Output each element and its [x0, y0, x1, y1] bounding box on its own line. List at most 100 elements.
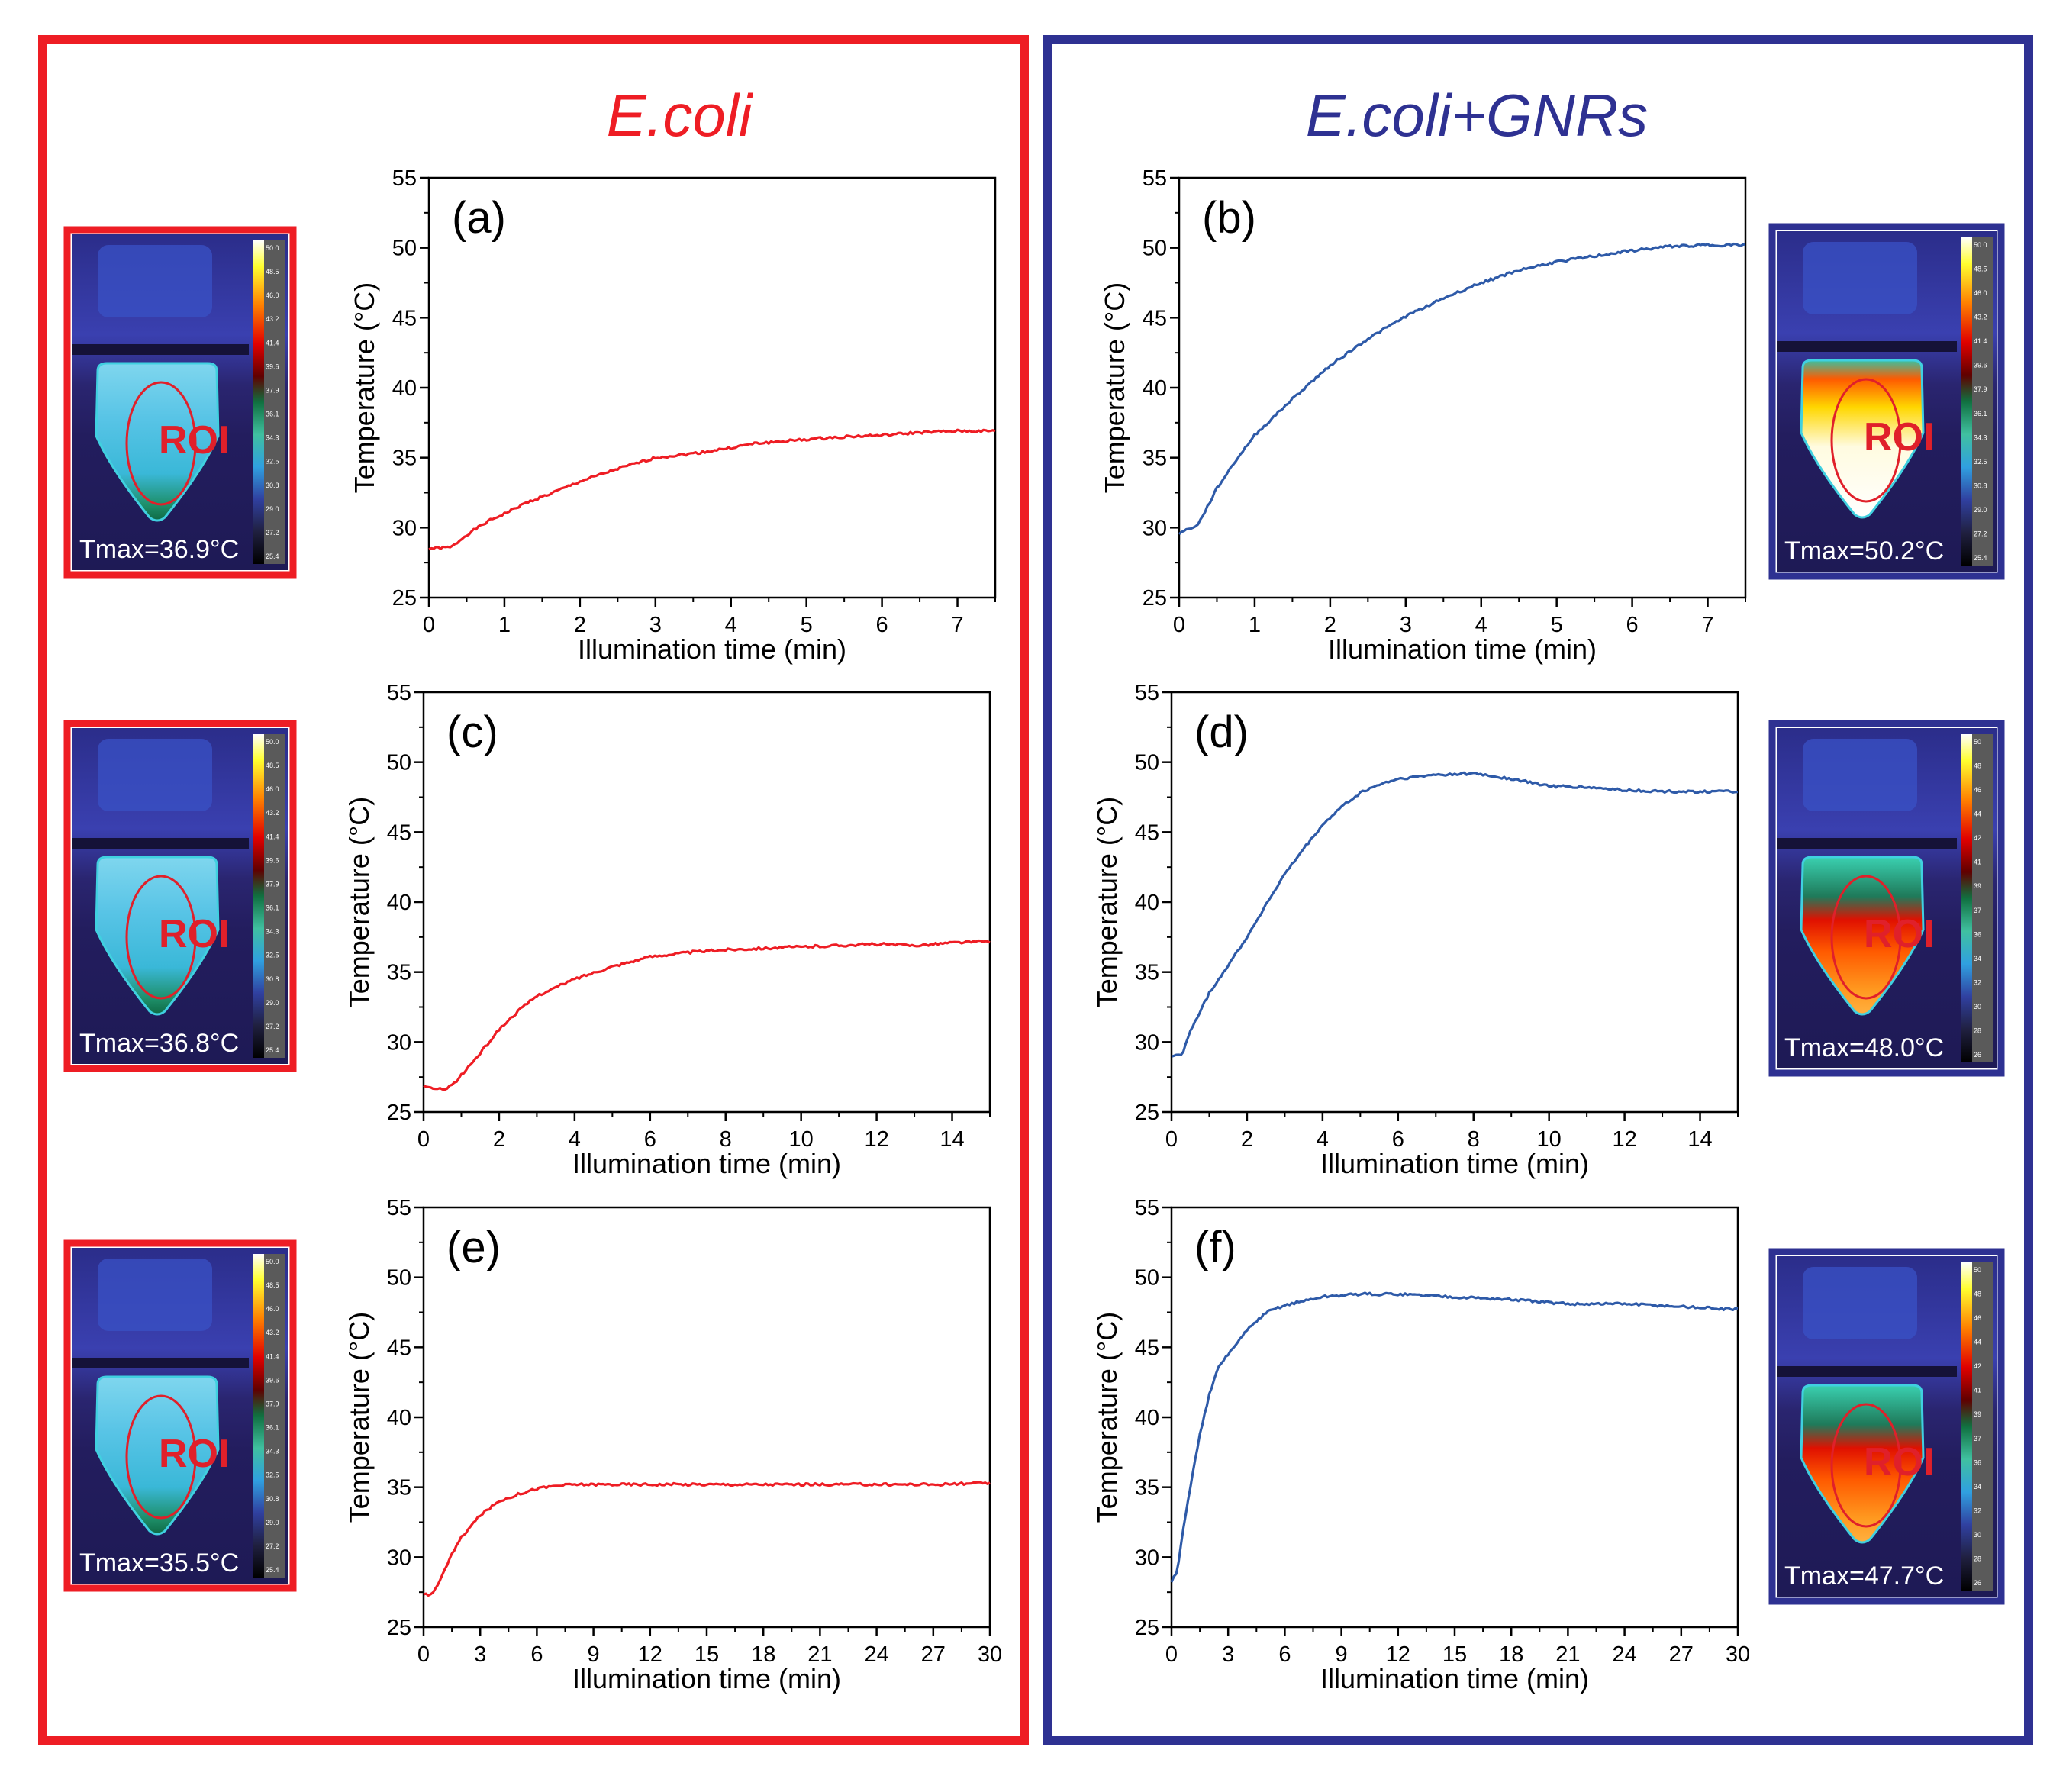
roi-ellipse — [1830, 1403, 1902, 1528]
colorbar-tick-label: 43.2 — [266, 1329, 279, 1336]
colorbar-tick-label: 34.3 — [266, 1448, 279, 1455]
x-tick-label: 27 — [1669, 1642, 1694, 1667]
top-holder-shape — [98, 245, 212, 317]
colorbar-tick-label: 32.5 — [266, 458, 279, 466]
colorbar-tick-label: 36.1 — [266, 1424, 279, 1432]
colorbar-tick-label: 46.0 — [1974, 289, 1987, 297]
ecoli-gnrs-title: E.coli+GNRs — [1306, 82, 1649, 149]
tmax-label: Tmax=47.7°C — [1784, 1562, 1944, 1591]
colorbar-tick-label: 46 — [1974, 786, 1981, 794]
y-tick-label: 50 — [1143, 237, 1167, 261]
plot-frame — [1178, 176, 1747, 599]
x-tick-label: 6 — [1278, 1642, 1291, 1667]
colorbar-tick-label: 30.8 — [266, 482, 279, 489]
y-tick-label: 30 — [387, 1030, 411, 1055]
y-tick-label: 45 — [392, 306, 417, 330]
x-tick-label: 18 — [751, 1642, 775, 1667]
image-frame — [1768, 223, 2005, 580]
y-axis-label: Temperature (°C) — [349, 282, 380, 493]
top-holder-shape — [98, 1259, 212, 1331]
image-frame — [63, 720, 297, 1072]
colorbar-tick-label: 39.6 — [266, 1376, 279, 1384]
x-tick-label: 6 — [1392, 1127, 1404, 1152]
colorbar-tick-label: 30 — [1974, 1531, 1981, 1539]
x-tick-label: 4 — [1475, 613, 1487, 637]
y-tick-label: 55 — [387, 1196, 411, 1220]
colorbar-tick-label: 34.3 — [266, 434, 279, 442]
series-line — [428, 428, 996, 551]
x-tick-label: 4 — [1317, 1127, 1329, 1152]
chart-c: 25 30 35 40 45 50 55 0 2 4 6 8 10 12 14 Illumination ti… — [343, 681, 991, 1179]
y-axis-label: Temperature (°C) — [1099, 282, 1130, 493]
roi-ellipse — [1830, 378, 1902, 503]
y-tick-label: 25 — [392, 586, 417, 611]
x-tick-label: 0 — [1173, 613, 1185, 637]
thermal-image-c: ROI 50.0 48.5 46.0 43.2 41.4 39.6 37.9 36.1 34.3 3… — [63, 720, 297, 1072]
panel-label: (a) — [452, 193, 506, 243]
y-tick-label: 30 — [1135, 1545, 1159, 1570]
colorbar-tick-label: 32.5 — [266, 1471, 279, 1479]
plot-frame — [422, 1206, 991, 1629]
top-holder-shape — [1803, 242, 1917, 314]
roi-ellipse — [125, 381, 197, 506]
colorbar-tick-label: 36.1 — [266, 411, 279, 418]
colorbar-tick-label: 36.1 — [1974, 410, 1987, 417]
plot-frame — [427, 176, 997, 599]
x-tick-label: 6 — [876, 613, 888, 637]
y-tick-label: 45 — [1135, 1336, 1159, 1360]
colorbar-tick-label: 37.9 — [1974, 385, 1987, 393]
y-tick-label: 50 — [387, 751, 411, 775]
colorbar-tick-label: 28 — [1974, 1027, 1981, 1034]
y-tick-label: 25 — [387, 1101, 411, 1125]
x-tick-label: 30 — [1726, 1642, 1750, 1667]
colorbar-tick-label: 27.2 — [266, 529, 279, 537]
roi-label: ROI — [159, 418, 229, 463]
colorbar-tick-label: 39 — [1974, 882, 1981, 890]
colorbar-tick-label: 32 — [1974, 1507, 1981, 1514]
chart-f: 25 30 35 40 45 50 55 0 3 6 9 12 15 18 21 24 27 30 Illumina… — [1091, 1196, 1750, 1694]
colorbar-tick-label: 48.5 — [266, 762, 279, 769]
roi-ellipse — [1830, 875, 1902, 1000]
colorbar-tick-label: 43.2 — [266, 809, 279, 817]
x-tick-label: 10 — [1537, 1127, 1562, 1152]
colorbar-tick-label: 29.0 — [266, 1519, 279, 1526]
x-tick-label: 14 — [940, 1127, 964, 1152]
colorbar-tick-label: 25.4 — [266, 1566, 279, 1574]
x-tick-label: 24 — [864, 1642, 888, 1667]
y-tick-label: 55 — [1143, 166, 1167, 191]
x-tick-label: 12 — [1612, 1127, 1636, 1152]
x-tick-label: 2 — [574, 613, 586, 637]
chart-d: 25 30 35 40 45 50 55 0 2 4 6 8 10 12 14 Illumination ti… — [1091, 681, 1739, 1179]
colorbar-tick-label: 34 — [1974, 1483, 1981, 1491]
series-line — [1178, 242, 1746, 536]
colorbar-tick-label: 30.8 — [266, 975, 279, 983]
colorbar-tick-label: 50.0 — [266, 738, 279, 746]
image-frame — [1768, 720, 2005, 1077]
roi-label: ROI — [159, 912, 229, 956]
shelf-band — [1777, 1366, 1957, 1377]
y-tick-label: 50 — [392, 237, 417, 261]
y-tick-label: 30 — [1135, 1030, 1159, 1055]
y-axis-label: Temperature (°C) — [343, 797, 375, 1007]
colorbar-tick-label: 30.8 — [266, 1495, 279, 1503]
colorbar-tick-label: 43.2 — [1974, 314, 1987, 321]
y-tick-label: 55 — [387, 681, 411, 705]
colorbar-tick-strip — [1972, 237, 1993, 566]
shelf-band — [72, 344, 249, 355]
colorbar — [253, 1254, 264, 1578]
y-tick-label: 50 — [1135, 751, 1159, 775]
roi-label: ROI — [1864, 415, 1934, 459]
ecoli-group-frame — [38, 35, 1029, 1745]
plot-frame — [1170, 691, 1739, 1114]
panel-label: (c) — [446, 707, 498, 757]
colorbar-tick-strip — [264, 240, 285, 564]
x-tick-label: 2 — [1324, 613, 1336, 637]
colorbar-tick-label: 34.3 — [1974, 433, 1987, 441]
top-holder-shape — [1803, 739, 1917, 811]
thermal-image-f: ROI 50 48 46 44 42 41 39 37 36 34 32 30 28 26 Tmax=47.7… — [1768, 1248, 2005, 1605]
x-tick-label: 8 — [1468, 1127, 1480, 1152]
x-tick-label: 3 — [474, 1642, 486, 1667]
colorbar — [1961, 734, 1972, 1062]
